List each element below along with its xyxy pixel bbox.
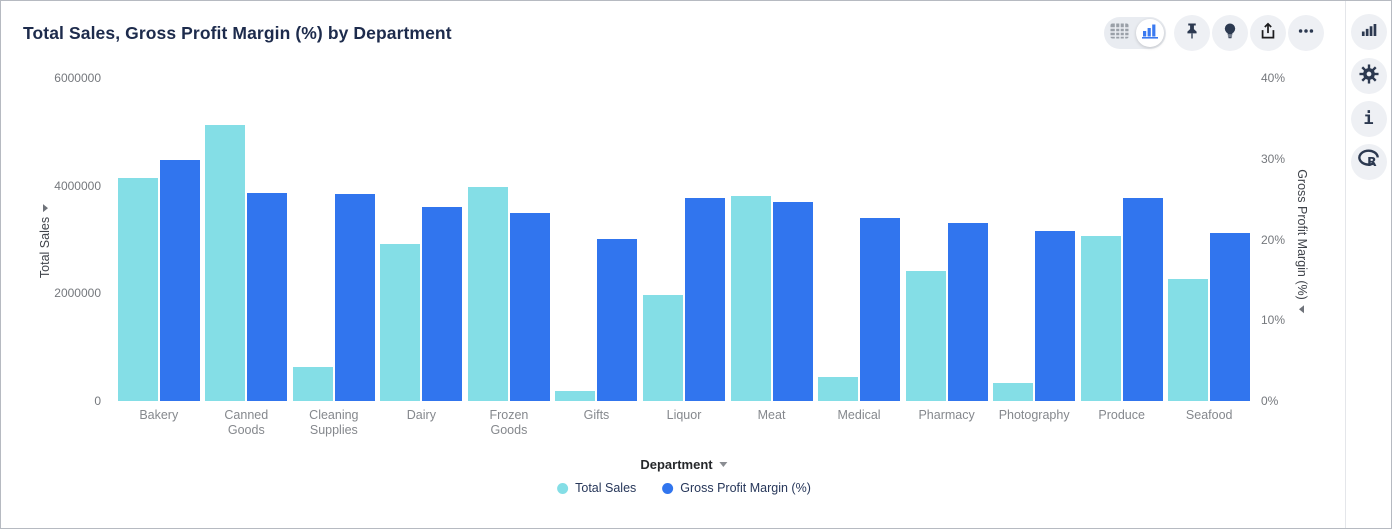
right-axis-tick: 40% — [1261, 71, 1286, 85]
info-button[interactable]: i — [1350, 101, 1387, 137]
settings-button[interactable] — [1350, 58, 1387, 94]
bar-gross-profit-margin-canned-goods[interactable] — [247, 193, 288, 401]
x-category-label: Canned Goods — [224, 408, 269, 437]
left-axis-tick: 4000000 — [54, 178, 101, 193]
left-axis-tick: 2000000 — [54, 286, 101, 301]
x-category-label: Liquor — [666, 408, 702, 422]
x-category-label: Frozen Goods — [489, 408, 529, 437]
axis-sort-icon — [1299, 304, 1305, 313]
bar-gross-profit-margin-medical[interactable] — [860, 218, 901, 401]
bar-gross-profit-margin-produce[interactable] — [1122, 198, 1163, 401]
bar-gross-profit-margin-dairy[interactable] — [422, 207, 463, 401]
bar-total-sales-liquor[interactable] — [643, 295, 683, 401]
left-axis-tick: 6000000 — [54, 71, 101, 85]
x-category-label: Produce — [1098, 408, 1145, 422]
x-axis-field-label: Department — [640, 457, 713, 472]
bar-total-sales-canned-goods[interactable] — [205, 125, 246, 401]
right-axis-tick: 20% — [1261, 232, 1286, 247]
right-axis-tick: 30% — [1261, 151, 1286, 166]
chart-title: Total Sales, Gross Profit Margin (%) by … — [23, 23, 452, 43]
table-icon — [1110, 23, 1129, 44]
bar-gross-profit-margin-pharmacy[interactable] — [947, 223, 988, 401]
bar-total-sales-gifts[interactable] — [555, 391, 596, 401]
x-category-label: Cleaning Supplies — [309, 408, 359, 437]
chart-settings-button[interactable] — [1350, 14, 1387, 50]
more-options-button[interactable] — [1288, 15, 1324, 51]
ellipsis-icon — [1296, 21, 1316, 46]
bar-total-sales-cleaning-supplies[interactable] — [292, 367, 333, 401]
plot-area — [115, 78, 1253, 401]
bar-gross-profit-margin-bakery[interactable] — [159, 160, 200, 401]
x-category-label: Seafood — [1185, 408, 1233, 422]
x-axis-labels: Bakery Canned Goods Cleaning Supplies Dairy… — [115, 408, 1253, 442]
lightbulb-icon — [1220, 21, 1240, 46]
right-axis-tick: 0% — [1261, 394, 1279, 408]
bar-gross-profit-margin-liquor[interactable] — [685, 198, 725, 401]
pin-icon — [1182, 21, 1202, 46]
info-icon: i — [1363, 108, 1374, 129]
x-category-label: Dairy — [406, 408, 436, 422]
bar-gross-profit-margin-cleaning-supplies[interactable] — [334, 194, 375, 401]
r-logo-icon: R — [1357, 149, 1381, 176]
left-axis-title: Total Sales — [38, 203, 52, 279]
left-axis-title-label: Total Sales — [38, 216, 52, 279]
chart-view-button[interactable] — [1136, 19, 1164, 47]
axis-sort-icon — [42, 203, 48, 212]
bar-total-sales-frozen-goods[interactable] — [467, 187, 508, 401]
bar-gross-profit-margin-frozen-goods[interactable] — [509, 213, 550, 401]
bar-gross-profit-margin-seafood[interactable] — [1210, 233, 1251, 401]
gear-icon — [1358, 63, 1380, 90]
legend-label: Gross Profit Margin (%) — [680, 481, 811, 495]
x-category-label: Gifts — [583, 408, 610, 422]
svg-text:R: R — [1367, 154, 1377, 168]
bar-total-sales-dairy[interactable] — [380, 244, 421, 401]
x-category-label: Bakery — [139, 408, 179, 422]
x-category-label: Photography — [998, 408, 1070, 422]
legend-dot — [662, 482, 674, 494]
legend-item-gross-profit-margin[interactable]: Gross Profit Margin (%) — [662, 481, 811, 495]
chart-legend: Total Sales Gross Profit Margin (%) — [557, 481, 811, 495]
right-axis-tick: 10% — [1261, 313, 1286, 328]
legend-label: Total Sales — [575, 481, 637, 495]
bar-total-sales-medical[interactable] — [818, 377, 859, 401]
chevron-down-icon — [719, 462, 728, 467]
x-category-label: Medical — [837, 408, 881, 422]
pin-button[interactable] — [1174, 15, 1210, 51]
r-integration-button[interactable]: R — [1350, 144, 1387, 180]
bar-gross-profit-margin-photography[interactable] — [1035, 231, 1076, 401]
bar-chart-icon — [1359, 21, 1378, 44]
legend-item-total-sales[interactable]: Total Sales — [557, 481, 636, 495]
share-icon — [1258, 21, 1278, 46]
legend-dot — [557, 482, 569, 494]
bar-total-sales-meat[interactable] — [730, 196, 771, 401]
rail-divider — [1345, 1, 1346, 528]
bar-chart-icon — [1141, 23, 1159, 44]
x-category-label: Pharmacy — [918, 408, 975, 422]
left-axis-tick: 0 — [94, 394, 101, 408]
insights-button[interactable] — [1212, 15, 1248, 51]
bar-gross-profit-margin-meat[interactable] — [772, 202, 813, 401]
x-axis-field-selector[interactable]: Department — [640, 457, 728, 472]
share-button[interactable] — [1250, 15, 1286, 51]
bar-total-sales-produce[interactable] — [1080, 236, 1121, 401]
bar-total-sales-pharmacy[interactable] — [905, 271, 946, 401]
bar-gross-profit-margin-gifts[interactable] — [597, 239, 638, 401]
bar-total-sales-bakery[interactable] — [117, 178, 158, 401]
x-category-label: Meat — [757, 408, 786, 422]
bar-total-sales-photography[interactable] — [993, 383, 1034, 401]
right-rail: i R — [1346, 1, 1391, 528]
card-toolbar — [1104, 15, 1324, 51]
view-toggle — [1104, 17, 1166, 49]
bar-total-sales-seafood[interactable] — [1168, 279, 1209, 401]
table-view-button[interactable] — [1104, 17, 1134, 49]
